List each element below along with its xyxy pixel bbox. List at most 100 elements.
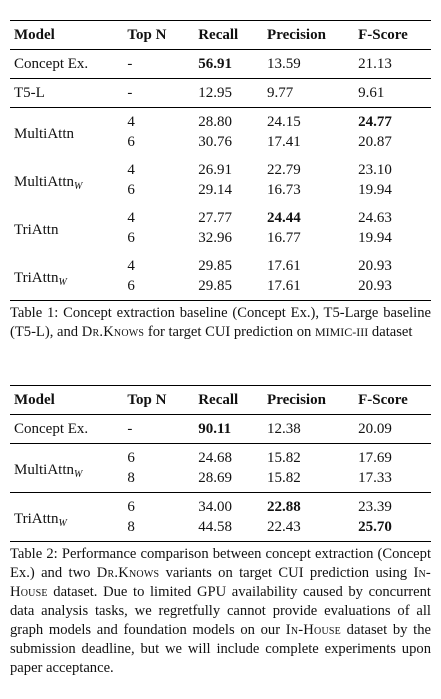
model-name: TriAttnW: [14, 270, 67, 288]
table-2-grid: Model Top N Recall Precision F-Score Con…: [10, 385, 431, 542]
model-name: MultiAttnW: [14, 462, 83, 480]
fscore-cell: 21.13: [358, 55, 392, 72]
header-row: Model Top N Recall Precision F-Score: [10, 385, 431, 415]
topn-cell: 8: [127, 519, 135, 535]
fscore-cell: 17.69: [358, 450, 392, 466]
table-1: Model Top N Recall Precision F-Score Con…: [10, 20, 431, 342]
topn-cell: -: [127, 84, 133, 101]
table-row: MultiAttnW 6 24.68 15.82 17.69: [10, 443, 431, 480]
col-header-precision: Precision: [267, 26, 326, 43]
fscore-cell: 20.09: [358, 420, 392, 437]
table-row: Concept Ex. - 90.11 12.38 20.09: [10, 414, 431, 444]
model-name: TriAttn: [14, 222, 59, 238]
fscore-cell: 9.61: [358, 84, 385, 101]
table-1-grid: Model Top N Recall Precision F-Score Con…: [10, 20, 431, 301]
table-row: 6 32.96 16.77 19.94: [10, 228, 431, 252]
model-name: Concept Ex.: [14, 420, 89, 437]
table-row: TriAttnW 6 34.00 22.88 23.39: [10, 492, 431, 529]
precision-cell: 24.15: [267, 114, 301, 130]
col-header-precision: Precision: [267, 391, 326, 408]
fscore-cell: 25.70: [358, 519, 392, 535]
model-name: MultiAttn: [14, 126, 75, 142]
precision-cell: 17.61: [267, 258, 301, 274]
fscore-cell: 24.77: [358, 114, 392, 130]
recall-cell: 44.58: [198, 519, 232, 535]
fscore-cell: 20.93: [358, 278, 392, 294]
table-row: 6 30.76 17.41 20.87: [10, 132, 431, 156]
col-header-model: Model: [14, 391, 55, 408]
col-header-fscore: F-Score: [358, 391, 408, 408]
topn-cell: 4: [127, 162, 135, 178]
model-name: MultiAttnW: [14, 174, 83, 192]
precision-cell: 22.88: [267, 499, 301, 515]
recall-cell: 34.00: [198, 499, 232, 515]
table-1-caption: Table 1: Concept extraction baseline (Co…: [10, 305, 432, 340]
topn-cell: 8: [127, 470, 135, 486]
precision-cell: 16.77: [267, 230, 301, 246]
topn-cell: 4: [127, 258, 135, 274]
table-row: Concept Ex. - 56.91 13.59 21.13: [10, 49, 431, 79]
table-row: TriAttn 4 27.77 24.44 24.63: [10, 204, 431, 238]
model-name: Concept Ex.: [14, 55, 89, 72]
precision-cell: 12.38: [267, 420, 301, 437]
fscore-cell: 23.10: [358, 162, 392, 178]
topn-cell: 4: [127, 114, 135, 130]
precision-cell: 17.41: [267, 134, 301, 150]
col-header-model: Model: [14, 26, 55, 43]
recall-cell: 28.69: [198, 470, 232, 486]
recall-cell: 27.77: [198, 210, 232, 226]
recall-cell: 32.96: [198, 230, 232, 246]
precision-cell: 15.82: [267, 470, 301, 486]
recall-cell: 26.91: [198, 162, 232, 178]
col-header-topn: Top N: [127, 391, 167, 408]
topn-cell: 6: [127, 278, 135, 294]
precision-cell: 22.79: [267, 162, 301, 178]
col-header-fscore: F-Score: [358, 26, 408, 43]
table-row: T5-L - 12.95 9.77 9.61: [10, 78, 431, 108]
topn-cell: 6: [127, 134, 135, 150]
topn-cell: 6: [127, 230, 135, 246]
table-row: 6 29.85 17.61 20.93: [10, 276, 431, 301]
recall-cell: 28.80: [198, 114, 232, 130]
recall-cell: 29.85: [198, 258, 232, 274]
col-header-recall: Recall: [198, 391, 239, 408]
table-row: TriAttnW 4 29.85 17.61 20.93: [10, 252, 431, 288]
recall-cell: 29.85: [198, 278, 232, 294]
fscore-cell: 19.94: [358, 230, 392, 246]
topn-cell: -: [127, 55, 133, 72]
col-header-topn: Top N: [127, 26, 167, 43]
fscore-cell: 19.94: [358, 182, 392, 198]
recall-cell: 56.91: [198, 55, 232, 72]
topn-cell: -: [127, 420, 133, 437]
fscore-cell: 23.39: [358, 499, 392, 515]
fscore-cell: 24.63: [358, 210, 392, 226]
table-row: MultiAttnW 4 26.91 22.79 23.10: [10, 156, 431, 192]
precision-cell: 13.59: [267, 55, 301, 72]
recall-cell: 29.14: [198, 182, 232, 198]
precision-cell: 22.43: [267, 519, 301, 535]
fscore-cell: 20.93: [358, 258, 392, 274]
recall-cell: 12.95: [198, 84, 232, 101]
precision-cell: 15.82: [267, 450, 301, 466]
model-name: TriAttnW: [14, 511, 67, 529]
topn-cell: 6: [127, 450, 135, 466]
table-2-caption: Table 2: Performance comparison between …: [10, 546, 432, 676]
recall-cell: 90.11: [198, 420, 232, 437]
table-row: 6 29.14 16.73 19.94: [10, 180, 431, 204]
fscore-cell: 17.33: [358, 470, 392, 486]
topn-cell: 6: [127, 182, 135, 198]
fscore-cell: 20.87: [358, 134, 392, 150]
precision-cell: 24.44: [267, 210, 301, 226]
table-2: Model Top N Recall Precision F-Score Con…: [10, 385, 431, 678]
table-row: 8 28.69 15.82 17.33: [10, 468, 431, 493]
recall-cell: 30.76: [198, 134, 232, 150]
recall-cell: 24.68: [198, 450, 232, 466]
topn-cell: 6: [127, 499, 135, 515]
table-row: 8 44.58 22.43 25.70: [10, 517, 431, 542]
topn-cell: 4: [127, 210, 135, 226]
precision-cell: 17.61: [267, 278, 301, 294]
table-row: MultiAttn 4 28.80 24.15 24.77: [10, 107, 431, 142]
precision-cell: 16.73: [267, 182, 301, 198]
precision-cell: 9.77: [267, 84, 294, 101]
col-header-recall: Recall: [198, 26, 239, 43]
